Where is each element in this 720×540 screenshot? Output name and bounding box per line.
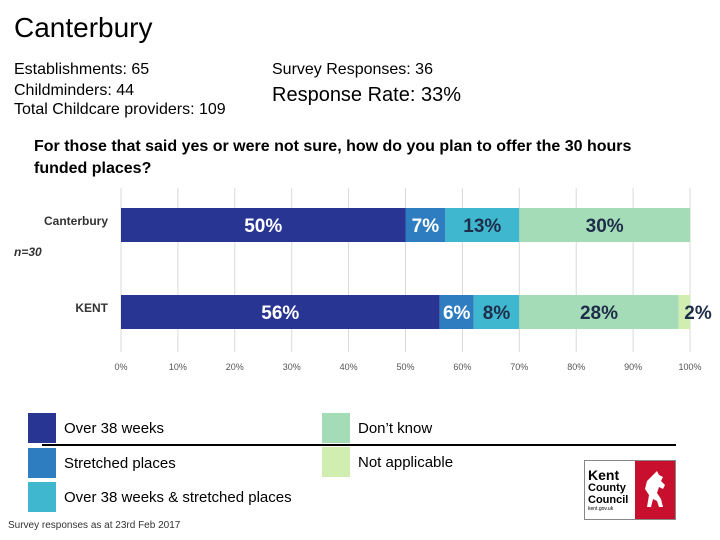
chart-question: For those that said yes or were not sure… xyxy=(34,138,632,177)
x-tick-label: 0% xyxy=(114,362,127,372)
logo-url: kent.gov.uk xyxy=(588,505,614,512)
logo-line: Kent xyxy=(588,466,620,483)
legend-swatch xyxy=(322,447,350,477)
legend-swatch xyxy=(28,482,56,512)
legend-label: Not applicable xyxy=(358,453,454,471)
logo-line: County xyxy=(588,481,626,494)
bar-data-label: 56% xyxy=(261,303,299,324)
bar-data-label: 28% xyxy=(580,303,618,324)
legend-label: Stretched places xyxy=(64,454,176,472)
legend-label: Over 38 weeks xyxy=(64,419,165,437)
x-tick-label: 70% xyxy=(510,362,528,372)
bar-segment xyxy=(519,295,679,329)
response-rate-stat: Response Rate: 33% xyxy=(272,84,462,106)
x-tick-label: 100% xyxy=(678,362,701,372)
footnote: Survey responses as at 23rd Feb 2017 xyxy=(8,520,181,531)
x-tick-label: 80% xyxy=(567,362,585,372)
chart-bars xyxy=(121,208,690,329)
total-providers-stat: Total Childcare providers: 109 xyxy=(14,101,226,118)
x-tick-label: 50% xyxy=(396,362,414,372)
bar-data-label: 6% xyxy=(443,303,471,324)
bar-segment xyxy=(405,208,446,242)
logo-line: Council xyxy=(588,493,629,506)
chart-labels: 0% 10% 20% 30% 40% 50% 60% 70% 80% 90% 100% Canterb… xyxy=(14,214,712,372)
legend-item-over-38-weeks-and-stretched: Over 38 weeks & stretched places xyxy=(28,482,292,512)
legend-label: Don’t know xyxy=(358,419,433,437)
survey-responses-stat: Survey Responses: 36 xyxy=(272,61,433,78)
legend-label: Over 38 weeks & stretched places xyxy=(64,488,292,506)
bar-segment xyxy=(445,208,520,242)
bar-segment xyxy=(121,295,440,329)
establishments-stat: Establishments: 65 xyxy=(14,61,150,78)
childminders-stat: Childminders: 44 xyxy=(14,82,135,99)
stacked-bar-chart: 0% 10% 20% 30% 40% 50% 60% 70% 80% 90% 100% Canterb… xyxy=(14,188,712,372)
kent-county-council-logo: Kent County Council kent.gov.uk xyxy=(584,460,676,520)
legend-swatch xyxy=(28,413,56,443)
x-tick-label: 60% xyxy=(453,362,471,372)
bar-segment xyxy=(121,208,406,242)
bar-segment xyxy=(439,295,474,329)
legend-item-stretched-places: Stretched places xyxy=(28,448,176,478)
legend-item-dont-know: Don’t know xyxy=(322,413,432,443)
x-tick-label: 40% xyxy=(340,362,358,372)
bar-data-label: 7% xyxy=(412,216,440,237)
bar-data-label: 13% xyxy=(463,216,501,237)
category-label: KENT xyxy=(75,301,108,315)
legend-item-over-38-weeks: Over 38 weeks xyxy=(28,413,164,443)
bar-data-label: 30% xyxy=(586,216,624,237)
bar-segment xyxy=(678,295,690,329)
logo-text: Kent County Council kent.gov.uk xyxy=(585,461,635,519)
sample-size-note: n=30 xyxy=(14,245,42,259)
legend-item-not-applicable: Not applicable xyxy=(322,447,453,477)
category-label: Canterbury xyxy=(44,214,108,228)
x-tick-label: 10% xyxy=(169,362,187,372)
bar-segment xyxy=(519,208,690,242)
legend-swatch xyxy=(28,448,56,478)
bar-data-label: 8% xyxy=(483,303,511,324)
x-tick-label: 30% xyxy=(283,362,301,372)
x-tick-label: 90% xyxy=(624,362,642,372)
legend-divider xyxy=(42,444,676,446)
x-tick-label: 20% xyxy=(226,362,244,372)
horse-icon xyxy=(635,461,675,519)
legend-swatch xyxy=(322,413,350,443)
bar-data-label: 50% xyxy=(244,216,282,237)
bar-data-label: 2% xyxy=(684,303,712,324)
page-title: Canterbury xyxy=(14,12,153,43)
bar-segment xyxy=(473,295,520,329)
